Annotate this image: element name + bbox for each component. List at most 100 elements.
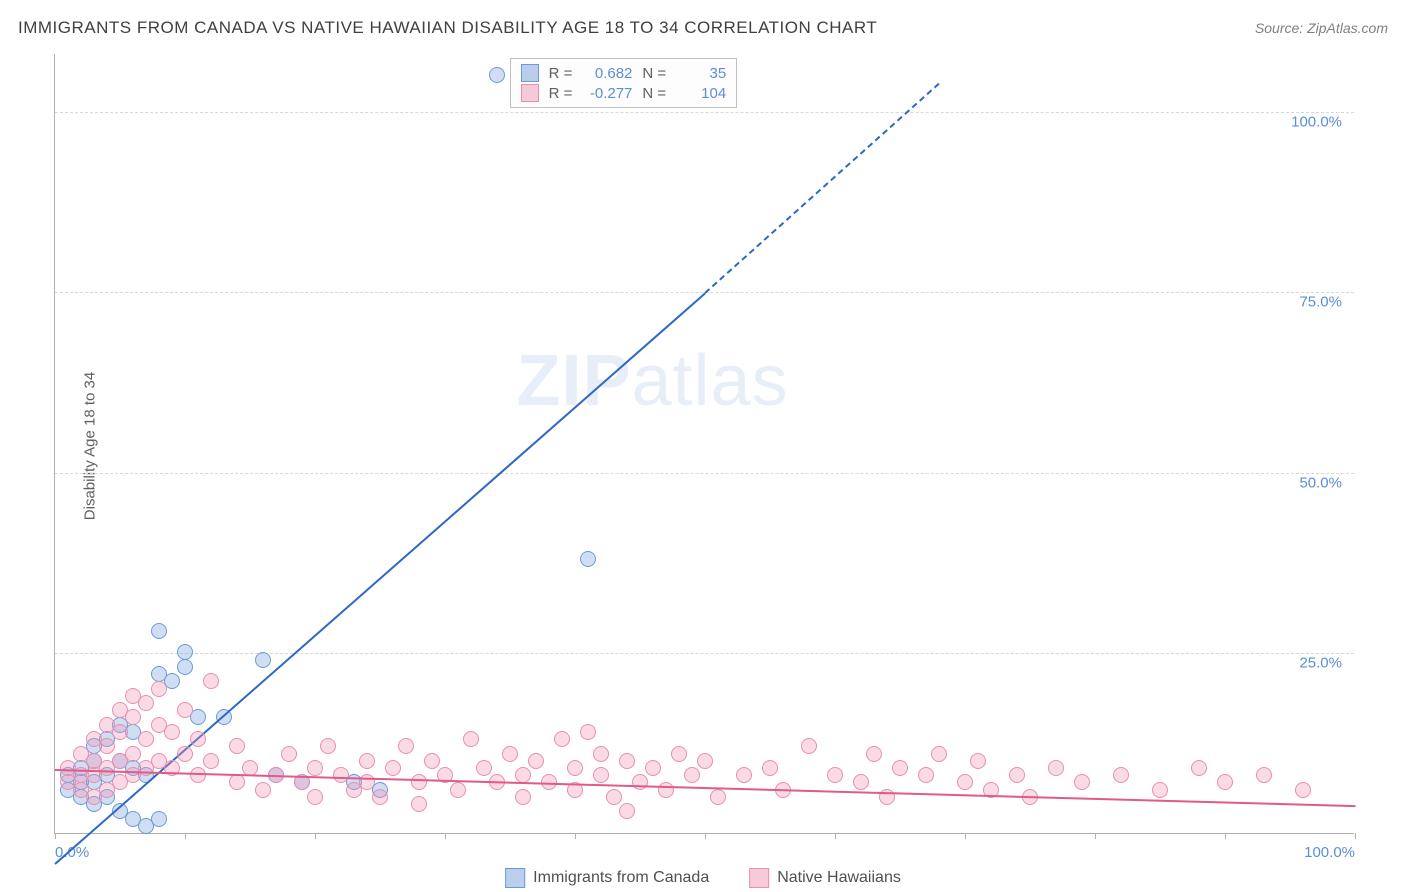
stats-r-label: R =: [549, 85, 573, 102]
gridline: [55, 653, 1354, 654]
scatter-point: [255, 782, 271, 798]
scatter-point: [463, 731, 479, 747]
stats-n-label: N =: [642, 85, 666, 102]
scatter-point: [320, 738, 336, 754]
x-tick-mark: [1225, 833, 1226, 839]
scatter-point: [177, 702, 193, 718]
x-tick-mark: [55, 833, 56, 839]
scatter-point: [125, 709, 141, 725]
scatter-point: [203, 673, 219, 689]
scatter-point: [138, 695, 154, 711]
legend-label: Native Hawaiians: [777, 869, 901, 887]
scatter-point: [1009, 767, 1025, 783]
y-tick-label: 25.0%: [1299, 655, 1342, 672]
scatter-point: [411, 774, 427, 790]
x-tick-mark: [575, 833, 576, 839]
scatter-point: [424, 753, 440, 769]
stats-n-value: 35: [676, 65, 726, 82]
scatter-point: [697, 753, 713, 769]
scatter-point: [1074, 774, 1090, 790]
stats-r-value: 0.682: [582, 65, 632, 82]
x-tick-mark: [185, 833, 186, 839]
scatter-point: [307, 789, 323, 805]
scatter-point: [580, 551, 596, 567]
stats-row: R =-0.277N =104: [521, 83, 727, 103]
scatter-point: [970, 753, 986, 769]
scatter-point: [580, 724, 596, 740]
scatter-point: [528, 753, 544, 769]
scatter-point: [281, 746, 297, 762]
scatter-point: [151, 623, 167, 639]
chart-header: IMMIGRANTS FROM CANADA VS NATIVE HAWAIIA…: [18, 18, 1388, 38]
x-tick-mark: [705, 833, 706, 839]
legend-item: Immigrants from Canada: [505, 868, 709, 888]
scatter-point: [307, 760, 323, 776]
scatter-point: [398, 738, 414, 754]
scatter-point: [515, 789, 531, 805]
scatter-point: [190, 731, 206, 747]
scatter-point: [411, 796, 427, 812]
scatter-point: [502, 746, 518, 762]
scatter-point: [853, 774, 869, 790]
scatter-point: [372, 789, 388, 805]
scatter-point: [606, 789, 622, 805]
scatter-point: [112, 724, 128, 740]
scatter-point: [255, 652, 271, 668]
x-tick-mark: [1095, 833, 1096, 839]
scatter-point: [1152, 782, 1168, 798]
stats-box: R =0.682N =35R =-0.277N =104: [510, 58, 738, 108]
scatter-point: [190, 767, 206, 783]
legend-swatch: [521, 64, 539, 82]
scatter-point: [658, 782, 674, 798]
legend-swatch: [505, 868, 525, 888]
y-tick-label: 50.0%: [1299, 474, 1342, 491]
stats-r-value: -0.277: [582, 85, 632, 102]
regression-line: [704, 83, 939, 294]
scatter-point: [1217, 774, 1233, 790]
scatter-point: [684, 767, 700, 783]
scatter-point: [593, 767, 609, 783]
scatter-point: [151, 681, 167, 697]
gridline: [55, 112, 1354, 113]
scatter-point: [866, 746, 882, 762]
scatter-point: [892, 760, 908, 776]
scatter-point: [645, 760, 661, 776]
scatter-point: [385, 760, 401, 776]
scatter-point: [203, 753, 219, 769]
scatter-point: [450, 782, 466, 798]
x-tick-mark: [315, 833, 316, 839]
legend-swatch: [521, 84, 539, 102]
scatter-point: [1113, 767, 1129, 783]
watermark: ZIPatlas: [516, 340, 788, 422]
scatter-point: [918, 767, 934, 783]
scatter-point: [125, 746, 141, 762]
x-tick-mark: [445, 833, 446, 839]
scatter-point: [957, 774, 973, 790]
legend-swatch: [749, 868, 769, 888]
scatter-point: [619, 803, 635, 819]
scatter-point: [476, 760, 492, 776]
scatter-point: [710, 789, 726, 805]
scatter-point: [229, 774, 245, 790]
scatter-point: [151, 811, 167, 827]
scatter-point: [593, 746, 609, 762]
scatter-point: [359, 753, 375, 769]
stats-n-label: N =: [642, 65, 666, 82]
scatter-point: [1191, 760, 1207, 776]
scatter-point: [333, 767, 349, 783]
scatter-point: [567, 760, 583, 776]
scatter-point: [138, 731, 154, 747]
scatter-point: [632, 774, 648, 790]
scatter-point: [762, 760, 778, 776]
scatter-point: [177, 746, 193, 762]
stats-r-label: R =: [549, 65, 573, 82]
scatter-point: [1048, 760, 1064, 776]
x-tick-mark: [965, 833, 966, 839]
x-tick-mark: [835, 833, 836, 839]
bottom-legend: Immigrants from Canada Native Hawaiians: [505, 868, 901, 888]
legend-item: Native Hawaiians: [749, 868, 901, 888]
scatter-point: [1295, 782, 1311, 798]
scatter-point: [515, 767, 531, 783]
x-tick-label: 100.0%: [1304, 844, 1355, 861]
scatter-point: [619, 753, 635, 769]
